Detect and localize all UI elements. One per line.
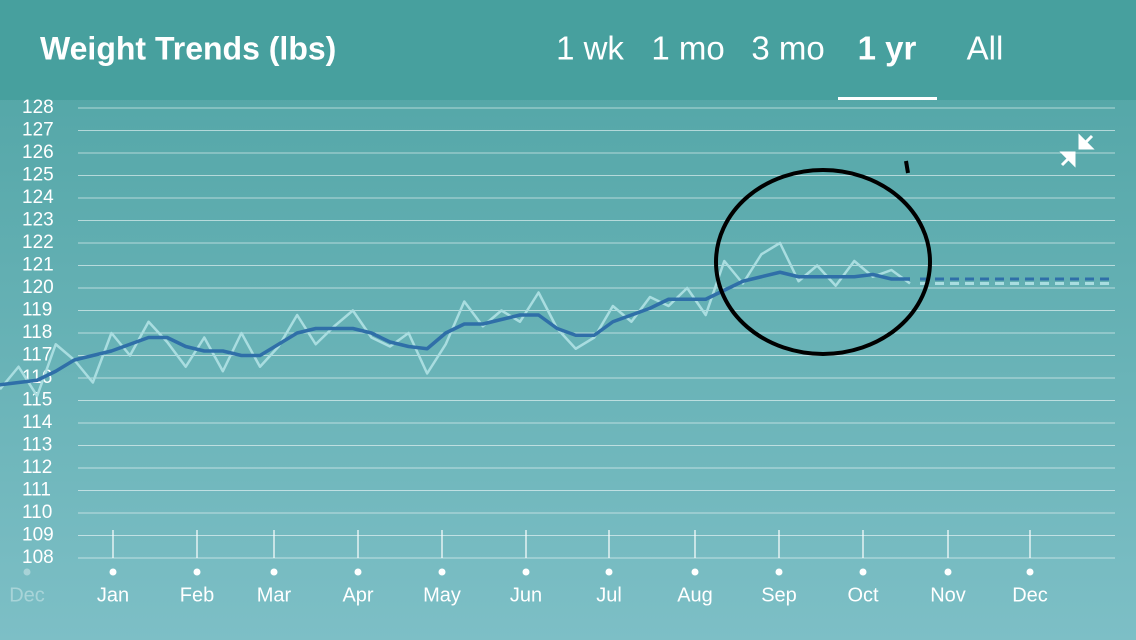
series-line (0, 270, 910, 387)
x-tick-label: Sep (761, 584, 797, 606)
y-tick-label: 121 (22, 255, 54, 276)
plot: 1081091101111121131141151161171181191201… (0, 97, 1115, 606)
y-tick-label: 125 (22, 165, 54, 186)
collapse-icon[interactable] (1059, 133, 1095, 168)
y-tick-label: 119 (22, 300, 52, 321)
y-tick-label: 109 (22, 525, 54, 546)
x-tick-label: Aug (677, 584, 713, 606)
month-dot (775, 568, 783, 576)
month-dot (605, 568, 613, 576)
x-tick-label: Jul (596, 584, 622, 606)
y-tick-label: 118 (22, 322, 52, 343)
y-tick-label: 114 (22, 412, 53, 433)
x-tick-label: Dec (9, 584, 45, 606)
month-dot (23, 568, 31, 576)
y-tick-label: 120 (22, 277, 54, 298)
y-tick-label: 128 (22, 97, 54, 118)
y-tick-label: 123 (22, 210, 54, 231)
header-bar (0, 0, 1136, 100)
y-tick-label: 127 (22, 120, 54, 141)
annotation-tick (904, 160, 910, 174)
tab[interactable]: 1 yr (858, 30, 917, 67)
title: Weight Trends (lbs) (40, 30, 336, 66)
y-tick-label: 124 (22, 187, 54, 208)
tabs: 1 wk 1 mo 3 mo 1 yr All (556, 30, 1003, 67)
x-tick-label: Dec (1012, 584, 1048, 606)
month-dot (691, 568, 699, 576)
x-tick-label: Nov (930, 584, 966, 606)
tab-underline (838, 97, 937, 100)
x-tick-label: Oct (847, 584, 879, 606)
tab[interactable]: 3 mo (751, 30, 824, 67)
x-tick-label: Mar (257, 584, 292, 606)
month-dot (438, 568, 446, 576)
x-tick-label: Jun (510, 584, 542, 606)
tab[interactable]: 1 mo (651, 30, 724, 67)
month-dot (354, 568, 362, 576)
series-line (0, 241, 911, 398)
y-tick-label: 113 (22, 435, 52, 456)
month-dot (1026, 568, 1034, 576)
y-tick-label: 117 (22, 345, 52, 366)
y-tick-label: 122 (22, 232, 54, 253)
tab[interactable]: 1 wk (556, 30, 624, 67)
x-tick-label: May (423, 584, 461, 606)
month-dot (270, 568, 278, 576)
y-tick-label: 115 (22, 390, 52, 411)
x-tick-label: Feb (180, 584, 214, 606)
tab[interactable]: All (967, 30, 1004, 67)
x-tick-label: Apr (342, 584, 373, 606)
y-tick-label: 110 (22, 502, 52, 523)
y-tick-label: 126 (22, 142, 54, 163)
month-dot (193, 568, 201, 576)
x-tick-label: Jan (97, 584, 129, 606)
month-dot (522, 568, 530, 576)
y-tick-label: 108 (22, 547, 54, 568)
y-tick-label: 111 (22, 480, 51, 501)
month-dot (859, 568, 867, 576)
month-dot (109, 568, 117, 576)
circle-annotation (714, 168, 932, 356)
month-dot (944, 568, 952, 576)
y-tick-label: 112 (22, 457, 52, 478)
